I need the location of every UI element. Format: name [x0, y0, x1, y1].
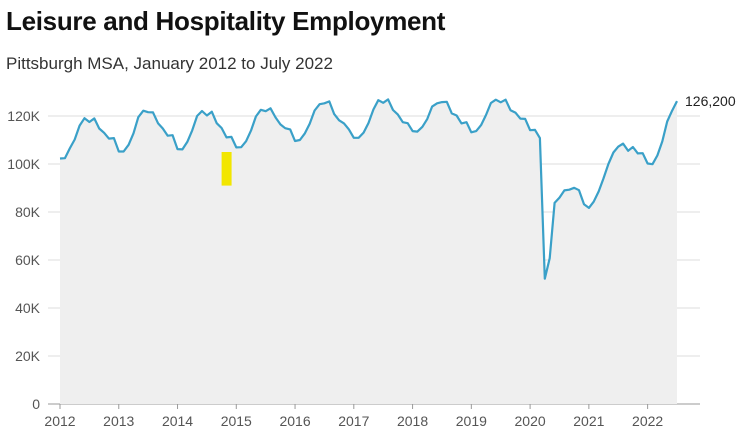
y-tick-label: 0: [32, 396, 40, 412]
area-layer: [60, 99, 677, 405]
label-layer: 126,200: [685, 93, 736, 109]
employment-line: [59, 98, 678, 280]
x-tick-label: 2019: [456, 413, 487, 429]
y-tick-label: 60K: [15, 252, 41, 268]
annotation-layer: [221, 152, 232, 186]
y-tick-label: 120K: [7, 108, 40, 124]
chart-subtitle: Pittsburgh MSA, January 2012 to July 202…: [6, 54, 333, 73]
highlight-marker: [221, 152, 232, 186]
y-axis: 0 20K 40K 60K 80K 100K 120K: [7, 108, 40, 412]
x-axis: 2012 2013 2014 2015 2016 2017 2018 2019 2020 2021…: [44, 404, 663, 429]
employment-area: [60, 99, 677, 405]
x-tick-label: 2014: [162, 413, 193, 429]
y-tick-label: 80K: [15, 204, 41, 220]
x-tick-label: 2015: [221, 413, 252, 429]
x-tick-label: 2021: [573, 413, 604, 429]
x-tick-label: 2022: [632, 413, 663, 429]
y-tick-label: 40K: [15, 300, 41, 316]
y-tick-label: 100K: [7, 156, 40, 172]
chart-title: Leisure and Hospitality Employment: [6, 6, 446, 36]
y-tick-label: 20K: [15, 348, 41, 364]
end-value-label: 126,200: [685, 93, 736, 109]
x-tick-label: 2020: [515, 413, 546, 429]
x-tick-label: 2017: [338, 413, 369, 429]
x-tick-label: 2013: [103, 413, 134, 429]
x-tick-label: 2012: [44, 413, 75, 429]
x-tick-label: 2018: [397, 413, 428, 429]
x-tick-label: 2016: [279, 413, 310, 429]
line-layer: [59, 98, 678, 280]
